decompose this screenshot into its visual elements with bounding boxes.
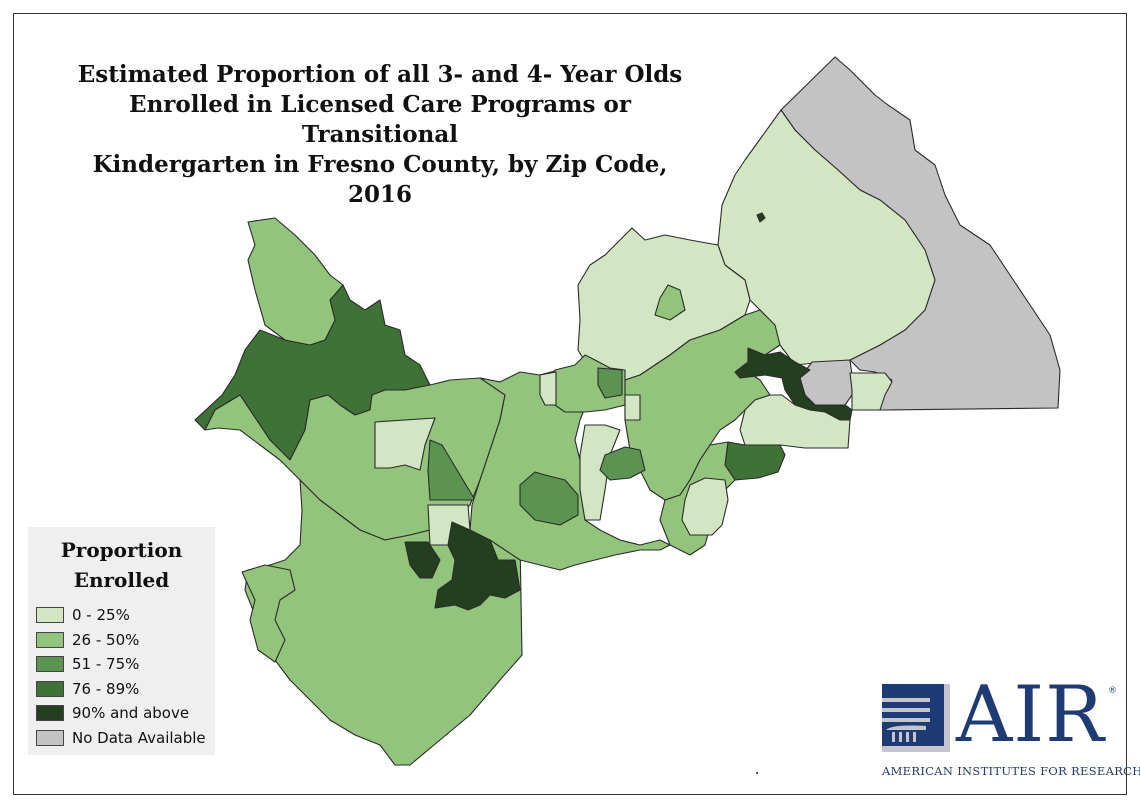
stray-dot	[756, 772, 758, 774]
region-se-0-25-c	[681, 477, 729, 536]
legend-swatch	[36, 705, 64, 722]
legend-item-no-data: No Data Available	[36, 726, 215, 751]
title-line-2: Enrolled in Licensed Care Programs or Tr…	[129, 91, 631, 148]
region-se-0-25-a	[849, 372, 893, 411]
air-logo: AIR ® AMERICAN INSTITUTES FOR RESEARCH®	[880, 670, 1140, 782]
legend-swatch	[36, 656, 64, 673]
title-line-1: Estimated Proportion of all 3- and 4- Ye…	[77, 61, 683, 88]
legend-swatch	[36, 729, 64, 746]
region-north-26-50-small	[654, 284, 686, 321]
legend-items: 0 - 25% 26 - 50% 51 - 75% 76 - 89% 90% a…	[28, 603, 215, 750]
column-glyph-icon	[882, 698, 930, 742]
registered-mark: ®	[1108, 686, 1117, 696]
region-city-0-25	[539, 371, 557, 406]
region-city-0-25-b	[624, 394, 641, 421]
region-central-0-25-a	[374, 417, 436, 471]
region-nw-26-50	[247, 217, 344, 346]
region-center-51-75-b	[519, 471, 579, 526]
legend-item-0-25: 0 - 25%	[36, 603, 215, 628]
legend-item-90-plus: 90% and above	[36, 701, 215, 726]
legend-label: 26 - 50%	[72, 630, 140, 649]
air-column-icon	[882, 684, 950, 752]
legend-item-76-89: 76 - 89%	[36, 677, 215, 702]
map-title: Estimated Proportion of all 3- and 4- Ye…	[60, 60, 700, 210]
legend: Proportion Enrolled 0 - 25% 26 - 50% 51 …	[28, 527, 215, 755]
legend-title-line-2: Enrolled	[73, 568, 170, 592]
air-subtitle: AMERICAN INSTITUTES FOR RESEARCH®	[882, 764, 1140, 778]
region-se-76-89	[724, 441, 786, 481]
region-central-90-plus-a	[404, 541, 441, 579]
air-letters: AIR	[956, 670, 1105, 760]
legend-label: 0 - 25%	[72, 606, 130, 625]
title-line-3: Kindergarten in Fresno County, by Zip Co…	[92, 151, 668, 208]
legend-swatch	[36, 631, 64, 648]
map-frame	[13, 13, 1127, 795]
legend-label: 76 - 89%	[72, 679, 140, 698]
legend-swatch	[36, 680, 64, 697]
legend-title-line-1: Proportion	[60, 538, 183, 562]
region-west-coast-26-50	[241, 564, 296, 663]
region-central-90-plus-b	[434, 521, 521, 611]
legend-label: 90% and above	[72, 704, 190, 723]
region-center-51-75-c	[599, 446, 646, 481]
region-center-0-25-strip	[579, 424, 621, 521]
legend-item-51-75: 51 - 75%	[36, 652, 215, 677]
legend-title: Proportion Enrolled	[28, 535, 215, 595]
legend-label: 51 - 75%	[72, 655, 140, 674]
region-city-51-75	[597, 367, 623, 399]
legend-label: No Data Available	[72, 728, 206, 747]
legend-item-26-50: 26 - 50%	[36, 628, 215, 653]
region-ne-speck-90-plus	[756, 212, 766, 223]
legend-swatch	[36, 607, 64, 624]
